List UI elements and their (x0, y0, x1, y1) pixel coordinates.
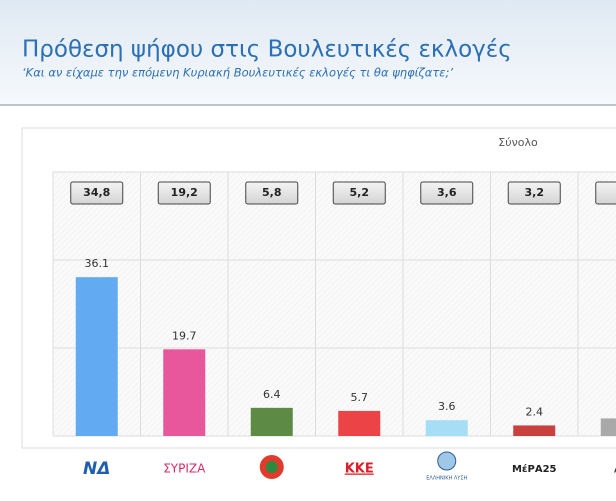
previous-label: 5,8 (262, 186, 282, 199)
value-label: 2.4 (526, 405, 544, 418)
party-logo (437, 451, 457, 471)
chart-subtitle: ‘Και αν είχαμε την επόμενη Κυριακή Βουλε… (22, 66, 453, 80)
previous-box (70, 181, 124, 205)
value-label: 36.1 (85, 257, 110, 270)
party-logo-text: ΕΛΛΗΝΙΚΗ ΛΥΣΗ (426, 476, 467, 482)
bar (250, 407, 293, 436)
previous-box (157, 181, 211, 205)
previous-box (245, 181, 299, 205)
party-logo-text: ΝΔ (83, 459, 110, 479)
chart-title: Πρόθεση ψήφου στις Βουλευτικές εκλογές (22, 37, 512, 63)
bar (163, 349, 206, 436)
value-label: 19.7 (172, 329, 197, 342)
plot-area (53, 172, 616, 436)
bar (75, 277, 118, 436)
party-logo-text: ΣΥΡΙΖΑ (163, 462, 206, 476)
previous-label: 3,2 (525, 186, 545, 199)
party-logo (265, 461, 278, 473)
value-label: 3.6 (438, 400, 456, 413)
panel-label: Σύνολο (498, 136, 538, 149)
previous-box (332, 181, 386, 205)
bar (425, 420, 468, 436)
previous-label: 5,2 (350, 186, 370, 199)
previous-box (507, 181, 561, 205)
party-logo-text: Λο (614, 462, 616, 476)
party-logo-text: ΜέΡΑ25 (512, 463, 557, 475)
bar (338, 410, 381, 436)
party-logo-text: ΚΚΕ (345, 462, 374, 477)
previous-label: 3,6 (437, 186, 457, 199)
header-band (0, 0, 616, 105)
previous-label: 19,2 (171, 186, 198, 199)
previous-label: 34,8 (83, 186, 110, 199)
bar (513, 425, 556, 436)
previous-box (595, 181, 616, 205)
value-label: 6.4 (263, 388, 281, 401)
value-label: 5.7 (351, 391, 369, 404)
previous-box (420, 181, 474, 205)
bar (600, 418, 616, 436)
